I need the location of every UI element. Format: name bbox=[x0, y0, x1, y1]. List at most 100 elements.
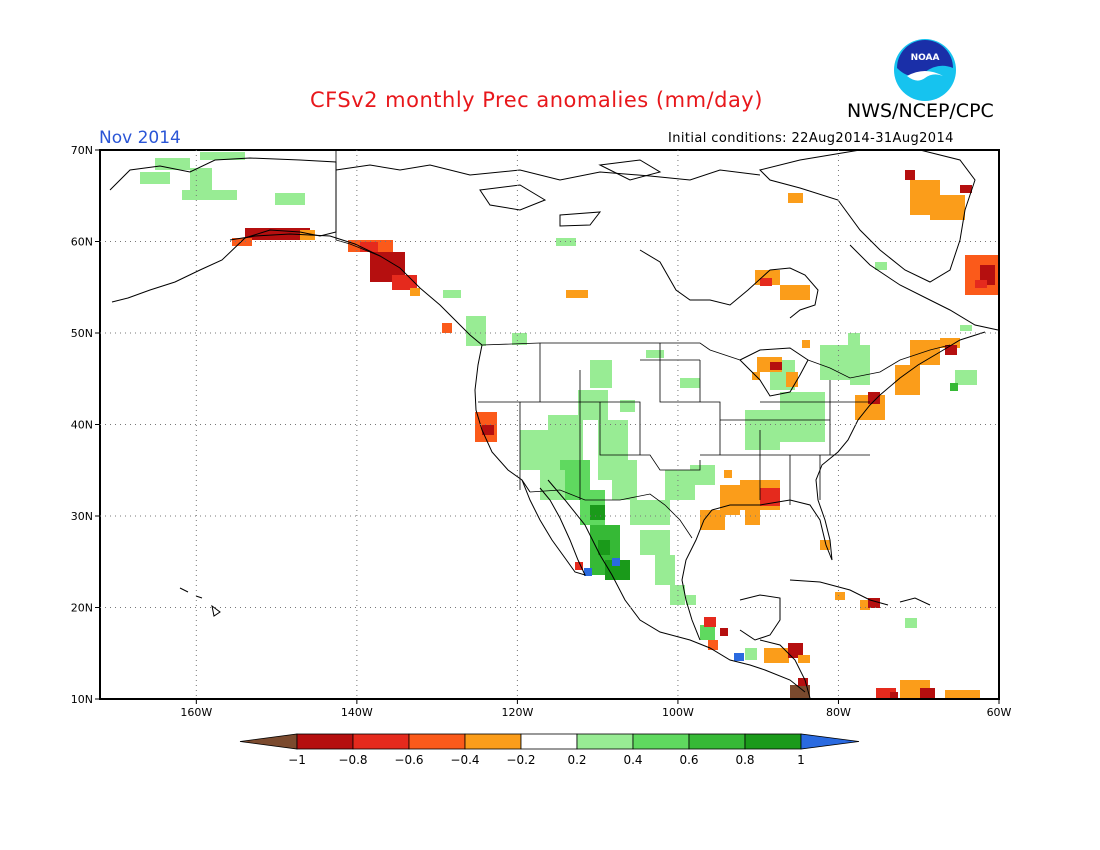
anomaly-cell bbox=[275, 193, 305, 205]
anomaly-cell bbox=[640, 530, 670, 555]
logo-bird bbox=[907, 71, 943, 81]
anomaly-cell bbox=[895, 365, 920, 395]
anomaly-cell bbox=[360, 242, 378, 252]
alaska-canada-border bbox=[335, 150, 381, 257]
anomaly-cell bbox=[700, 625, 715, 640]
anomaly-cell bbox=[590, 505, 605, 520]
anomaly-cell bbox=[655, 555, 675, 585]
anomaly-cell bbox=[182, 190, 237, 200]
colorbar-tick-label: 0.8 bbox=[735, 753, 754, 767]
anomaly-cell bbox=[598, 540, 610, 555]
anomaly-cell bbox=[745, 410, 780, 450]
anomaly-cell bbox=[566, 290, 588, 298]
hudson-bay bbox=[639, 249, 819, 319]
great-lakes bbox=[739, 347, 809, 397]
lon-label: 80W bbox=[826, 706, 851, 719]
alaska-south-coast bbox=[229, 233, 483, 346]
anomaly-cell bbox=[890, 692, 898, 698]
latitude-labels: 70N 60N 50N 40N 30N 20N 10N bbox=[71, 144, 93, 706]
anomaly-cell bbox=[745, 648, 757, 660]
coastlines bbox=[109, 149, 999, 699]
anomaly-cell bbox=[708, 640, 718, 650]
anomaly-cell bbox=[920, 688, 935, 698]
anomaly-cell bbox=[245, 228, 310, 240]
lat-label: 20N bbox=[71, 602, 93, 615]
anomaly-cell bbox=[760, 488, 780, 506]
colorbar-bin bbox=[688, 733, 746, 750]
baja bbox=[521, 479, 586, 576]
lat-label: 50N bbox=[71, 327, 93, 340]
lat-label: 70N bbox=[71, 144, 93, 157]
anomaly-cell bbox=[835, 592, 845, 600]
labrador-coast bbox=[849, 244, 999, 331]
anomaly-cell bbox=[442, 323, 452, 333]
central-america bbox=[759, 639, 811, 699]
anomaly-cell bbox=[788, 193, 803, 203]
anomaly-cell bbox=[798, 655, 810, 663]
agency-label: NWS/NCEP/CPC bbox=[847, 100, 994, 122]
anomaly-cell bbox=[960, 325, 972, 331]
lat-label: 40N bbox=[71, 419, 93, 432]
anomaly-cell bbox=[724, 470, 732, 478]
anomaly-cell bbox=[940, 338, 960, 348]
anomaly-cell bbox=[140, 172, 170, 184]
lat-label: 60N bbox=[71, 236, 93, 249]
colorbar-bin bbox=[520, 733, 578, 750]
lon-label: 160W bbox=[180, 706, 212, 719]
colorbar-bin bbox=[576, 733, 634, 750]
anomaly-cell bbox=[605, 560, 630, 580]
lon-label: 140W bbox=[341, 706, 373, 719]
colorbar-bin bbox=[632, 733, 690, 750]
colorbar-tick-label: 1 bbox=[797, 753, 805, 767]
anomaly-cell bbox=[905, 170, 915, 180]
anomaly-cell bbox=[584, 568, 592, 576]
anomaly-cell bbox=[466, 316, 486, 346]
anomaly-cell bbox=[512, 333, 527, 345]
noaa-logo: NOAA bbox=[894, 39, 956, 101]
anomaly-cell bbox=[950, 383, 958, 391]
us-west-coast bbox=[474, 344, 531, 493]
colorbar-tick-label: −1 bbox=[288, 753, 306, 767]
anomaly-cell bbox=[760, 278, 772, 286]
anomaly-cell bbox=[875, 262, 887, 270]
anomaly-cell bbox=[905, 618, 917, 628]
anomaly-cell bbox=[612, 558, 620, 566]
anomaly-cell bbox=[680, 378, 700, 388]
anomaly-cell bbox=[720, 485, 740, 515]
yucatan bbox=[739, 594, 781, 641]
colorbar-bin bbox=[408, 733, 466, 750]
anomaly-cell bbox=[575, 562, 583, 570]
colorbar-tick-label: 0.4 bbox=[623, 753, 642, 767]
anomaly-cell bbox=[780, 392, 825, 442]
anomaly-cell bbox=[410, 288, 420, 296]
anomaly-cell bbox=[788, 643, 803, 658]
lat-label: 30N bbox=[71, 510, 93, 523]
cuba bbox=[789, 579, 889, 606]
colorbar-ticks: −1 −0.8 −0.6 −0.4 −0.2 0.2 0.4 0.6 0.8 1 bbox=[288, 753, 805, 767]
anomaly-cell bbox=[780, 285, 810, 300]
anomaly-cell bbox=[745, 510, 760, 525]
anomaly-cell bbox=[646, 350, 664, 358]
logo-text: NOAA bbox=[911, 53, 940, 63]
colorbar-tick-label: −0.8 bbox=[338, 753, 367, 767]
colorbar-tick-label: 0.2 bbox=[567, 753, 586, 767]
anomaly-cell bbox=[200, 152, 245, 160]
colorbar-bin bbox=[464, 733, 522, 750]
us-states bbox=[478, 343, 870, 505]
colorbar-tick-label: 0.6 bbox=[679, 753, 698, 767]
anomaly-cell bbox=[850, 370, 870, 385]
hispaniola bbox=[899, 597, 931, 606]
graticule bbox=[95, 149, 1000, 704]
lon-label: 120W bbox=[501, 706, 533, 719]
anomaly-cell bbox=[612, 460, 637, 500]
colorbar-arrow-high bbox=[800, 733, 860, 750]
lat-label: 10N bbox=[71, 693, 93, 706]
anomaly-cell bbox=[443, 290, 461, 298]
us-mexico-border bbox=[529, 489, 693, 539]
colorbar-bin bbox=[744, 733, 802, 750]
anomaly-cell bbox=[690, 465, 715, 485]
anomaly-cell bbox=[720, 628, 728, 636]
colorbar bbox=[239, 733, 860, 750]
logo-sky bbox=[897, 40, 953, 77]
anomaly-cell bbox=[802, 340, 810, 348]
